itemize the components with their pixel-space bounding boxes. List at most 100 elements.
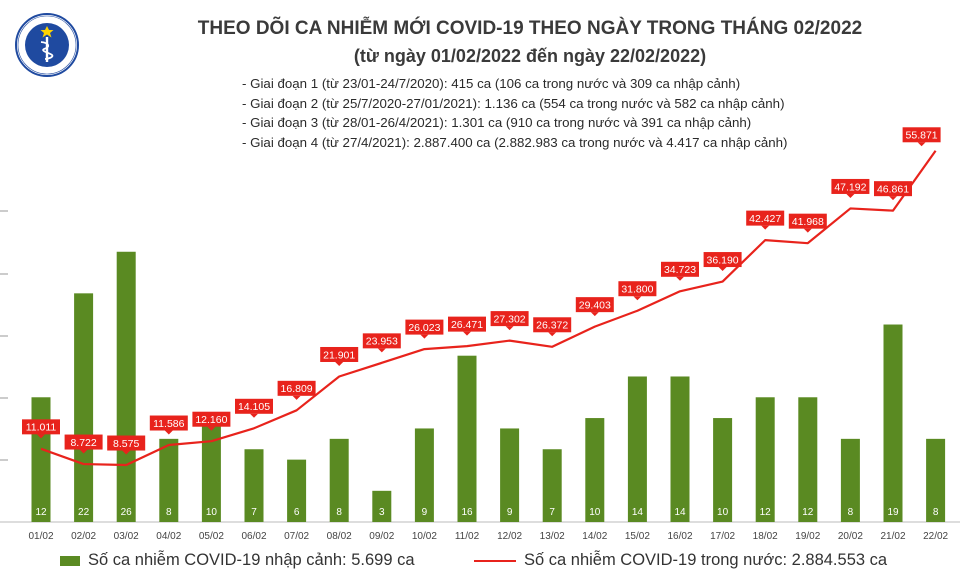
stage-4-text: - Giai đoạn 4 (từ 27/4/2021): 2.887.400 … bbox=[242, 134, 788, 150]
line-label-box-16/02 bbox=[661, 261, 699, 277]
line-label-box-03/02 bbox=[107, 435, 146, 451]
bar-10/02 bbox=[414, 428, 434, 522]
x-tick-label-18/02: 18/02 bbox=[753, 531, 778, 542]
line-label-13/02: 26.372 bbox=[536, 320, 568, 332]
x-tick-label-09/02: 09/02 bbox=[369, 531, 394, 542]
bar-label-14/02: 10 bbox=[589, 507, 601, 518]
line-label-11/02: 26.471 bbox=[451, 319, 483, 331]
bar-22/02 bbox=[926, 438, 946, 522]
line-label-pointer-15/02 bbox=[633, 296, 642, 301]
line-label-pointer-21/02 bbox=[889, 196, 897, 201]
x-tick-label-11/02: 11/02 bbox=[455, 531, 480, 542]
bar-label-18/02: 12 bbox=[760, 507, 772, 518]
line-label-pointer-11/02 bbox=[463, 331, 471, 336]
line-label-box-08/02 bbox=[320, 346, 359, 362]
stage-1-text: - Giai đoạn 1 (từ 23/01-24/7/2020): 415 … bbox=[242, 76, 741, 91]
x-tick-label-12/02: 12/02 bbox=[497, 531, 522, 542]
chart-title: THEO DÕI CA NHIỄM MỚI COVID-19 THEO NGÀY… bbox=[197, 18, 863, 39]
line-label-box-11/02 bbox=[448, 316, 486, 332]
line-label-box-09/02 bbox=[362, 333, 401, 349]
bar-label-04/02: 8 bbox=[166, 507, 172, 518]
bar-05/02 bbox=[201, 418, 221, 522]
line-label-box-21/02 bbox=[874, 181, 912, 197]
line-label-pointer-16/02 bbox=[676, 276, 684, 281]
line-label-04/02: 11.586 bbox=[153, 418, 184, 430]
bar-label-08/02: 8 bbox=[336, 507, 342, 518]
line-label-pointer-17/02 bbox=[718, 267, 727, 272]
line-label-15/02: 31.800 bbox=[621, 284, 653, 296]
x-tick-label-14/02: 14/02 bbox=[582, 531, 607, 542]
bar-label-21/02: 19 bbox=[887, 507, 899, 518]
bar-12/02 bbox=[500, 428, 520, 522]
line-label-17/02: 36.190 bbox=[707, 254, 739, 266]
x-tick-label-01/02: 01/02 bbox=[28, 531, 53, 542]
line-label-box-17/02 bbox=[703, 252, 742, 268]
bar-label-03/02: 26 bbox=[121, 507, 133, 518]
x-tick-label-05/02: 05/02 bbox=[199, 531, 224, 542]
legend-line-label: Số ca nhiễm COVID-19 trong nước: 2.884.5… bbox=[524, 551, 888, 569]
bar-04/02 bbox=[159, 438, 179, 522]
bar-label-05/02: 10 bbox=[206, 507, 218, 518]
bar-20/02 bbox=[840, 438, 860, 522]
bar-label-12/02: 9 bbox=[507, 507, 513, 518]
bar-14/02 bbox=[585, 418, 605, 522]
legend-bar-label: Số ca nhiễm COVID-19 nhập cảnh: 5.699 ca bbox=[88, 551, 415, 569]
line-label-19/02: 41.968 bbox=[792, 216, 824, 228]
legend-line-swatch bbox=[474, 559, 516, 562]
line-label-pointer-03/02 bbox=[122, 450, 131, 455]
line-label-07/02: 16.809 bbox=[281, 383, 313, 395]
line-label-box-18/02 bbox=[746, 210, 785, 226]
x-tick-label-10/02: 10/02 bbox=[412, 531, 437, 542]
bar-label-06/02: 7 bbox=[251, 507, 257, 518]
line-label-06/02: 14.105 bbox=[238, 401, 270, 413]
bar-label-10/02: 9 bbox=[422, 507, 428, 518]
bar-label-13/02: 7 bbox=[549, 507, 555, 518]
line-label-box-04/02 bbox=[149, 415, 188, 431]
x-tick-label-08/02: 08/02 bbox=[327, 531, 352, 542]
line-label-box-06/02 bbox=[235, 398, 273, 414]
bar-03/02 bbox=[116, 251, 136, 522]
line-label-pointer-18/02 bbox=[761, 225, 770, 230]
line-label-03/02: 8.575 bbox=[113, 438, 139, 450]
bar-08/02 bbox=[329, 438, 349, 522]
line-label-box-22/02 bbox=[902, 127, 941, 143]
line-label-pointer-04/02 bbox=[164, 430, 173, 435]
line-label-18/02: 42.427 bbox=[749, 213, 781, 225]
line-label-pointer-12/02 bbox=[505, 326, 514, 331]
line-label-02/02: 8.722 bbox=[70, 437, 96, 449]
domestic-cases-line bbox=[40, 150, 937, 467]
x-tick-label-20/02: 20/02 bbox=[838, 531, 863, 542]
bar-label-02/02: 22 bbox=[78, 507, 90, 518]
bar-label-20/02: 8 bbox=[848, 507, 854, 518]
line-label-05/02: 12.160 bbox=[195, 414, 227, 426]
bar-label-15/02: 14 bbox=[632, 507, 644, 518]
line-label-20/02: 47.192 bbox=[834, 181, 866, 193]
legend-bar-item: Số ca nhiễm COVID-19 nhập cảnh: 5.699 ca bbox=[60, 551, 415, 570]
line-label-14/02: 29.403 bbox=[579, 299, 611, 311]
line-label-pointer-02/02 bbox=[79, 449, 88, 454]
line-label-box-07/02 bbox=[277, 380, 316, 396]
bar-21/02 bbox=[883, 324, 903, 522]
stages-note: - Giai đoạn 1 (từ 23/01-24/7/2020): 415 … bbox=[242, 74, 787, 152]
line-label-box-05/02 bbox=[192, 411, 231, 427]
line-label-box-15/02 bbox=[618, 281, 657, 297]
x-tick-label-19/02: 19/02 bbox=[795, 531, 820, 542]
line-label-21/02: 46.861 bbox=[877, 183, 909, 195]
line-label-pointer-20/02 bbox=[846, 193, 855, 198]
x-tick-label-15/02: 15/02 bbox=[625, 531, 650, 542]
bar-label-19/02: 12 bbox=[802, 507, 814, 518]
legend-bar-swatch bbox=[60, 555, 80, 566]
bar-11/02 bbox=[457, 355, 477, 522]
bar-label-09/02: 3 bbox=[379, 507, 385, 518]
line-label-16/02: 34.723 bbox=[664, 264, 696, 276]
legend-line-item: Số ca nhiễm COVID-19 trong nước: 2.884.5… bbox=[474, 551, 887, 570]
line-label-pointer-13/02 bbox=[548, 332, 557, 337]
x-tick-label-03/02: 03/02 bbox=[114, 531, 139, 542]
bar-02/02 bbox=[74, 293, 94, 522]
line-label-box-20/02 bbox=[831, 178, 870, 194]
bar-13/02 bbox=[542, 449, 562, 522]
chart-subtitle: (từ ngày 01/02/2022 đến ngày 22/02/2022) bbox=[353, 46, 707, 66]
line-label-08/02: 21.901 bbox=[323, 349, 355, 361]
x-tick-label-22/02: 22/02 bbox=[923, 531, 948, 542]
bar-17/02 bbox=[713, 418, 733, 522]
